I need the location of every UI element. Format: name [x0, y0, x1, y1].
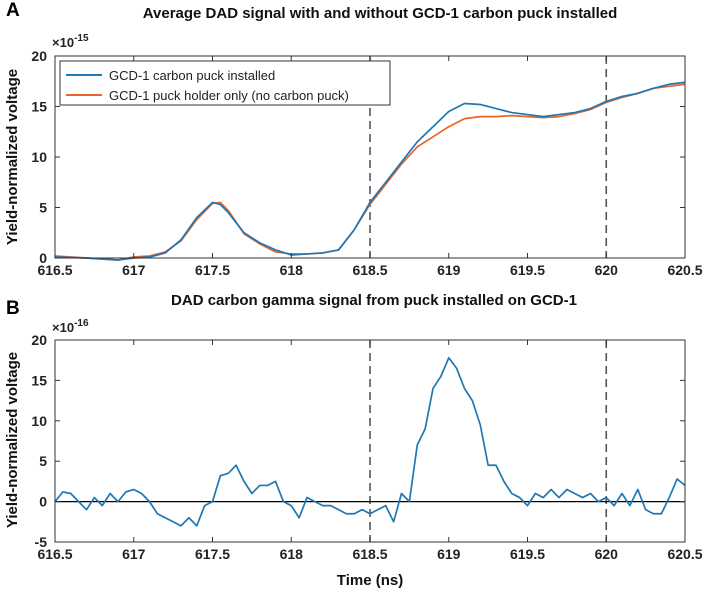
x-tick-label: 618 [280, 262, 304, 278]
panel-b-title: DAD carbon gamma signal from puck instal… [171, 292, 577, 309]
series-line-gcd-1-puck-holder-only-no-carbon-puck- [54, 83, 686, 261]
series-line-carbon-gamma-signal [54, 356, 686, 527]
legend-label-puck-installed: GCD-1 carbon puck installed [109, 68, 275, 83]
series-line-gcd-1-carbon-puck-installed [54, 81, 686, 261]
panel-a-letter: A [6, 0, 20, 21]
panel-a-title: Average DAD signal with and without GCD-… [143, 5, 618, 22]
y-tick-label: 5 [39, 200, 47, 216]
legend-box [59, 60, 391, 106]
y-tick-label: 10 [31, 413, 47, 429]
x-tick-label: 620 [595, 546, 619, 562]
x-tick-label: 620 [595, 262, 619, 278]
panel-a-chart: Average DAD signal with and without GCD-… [4, 5, 703, 278]
legend-label-holder-only: GCD-1 puck holder only (no carbon puck) [109, 88, 349, 103]
y-tick-label: 15 [31, 372, 47, 388]
y-tick-label: 0 [39, 250, 47, 266]
x-tick-label: 618.5 [352, 546, 387, 562]
y-tick-label: 10 [31, 149, 47, 165]
panel-b-exponent: ×10-16 [52, 318, 89, 335]
y-tick-label: 5 [39, 453, 47, 469]
x-tick-label: 617 [122, 546, 146, 562]
panel-b-y-axis-label: Yield-normalized voltage [4, 352, 21, 528]
x-tick-label: 619.5 [510, 546, 545, 562]
panel-a-exponent: ×10-15 [52, 33, 89, 50]
panel-b-chart: DAD carbon gamma signal from puck instal… [4, 292, 703, 589]
x-tick-label: 616.5 [37, 262, 72, 278]
y-tick-label: 20 [31, 332, 47, 348]
x-tick-label: 619 [437, 262, 461, 278]
y-tick-label: -5 [35, 534, 48, 550]
y-tick-label: 20 [31, 48, 47, 64]
x-tick-label: 617 [122, 262, 146, 278]
x-tick-label: 620.5 [667, 546, 702, 562]
x-tick-label: 619 [437, 546, 461, 562]
panel-b-x-axis-label: Time (ns) [337, 572, 403, 589]
panel-a-legend: GCD-1 carbon puck installed GCD-1 puck h… [59, 60, 391, 106]
x-tick-label: 617.5 [195, 546, 230, 562]
y-tick-label: 0 [39, 494, 47, 510]
y-tick-label: 15 [31, 99, 47, 115]
x-tick-label: 620.5 [667, 262, 702, 278]
x-tick-label: 617.5 [195, 262, 230, 278]
panel-a-y-axis-label: Yield-normalized voltage [4, 69, 21, 245]
x-tick-label: 618.5 [352, 262, 387, 278]
x-tick-label: 618 [280, 546, 304, 562]
x-tick-label: 619.5 [510, 262, 545, 278]
x-tick-label: 616.5 [37, 546, 72, 562]
panel-b-letter: B [6, 298, 20, 319]
